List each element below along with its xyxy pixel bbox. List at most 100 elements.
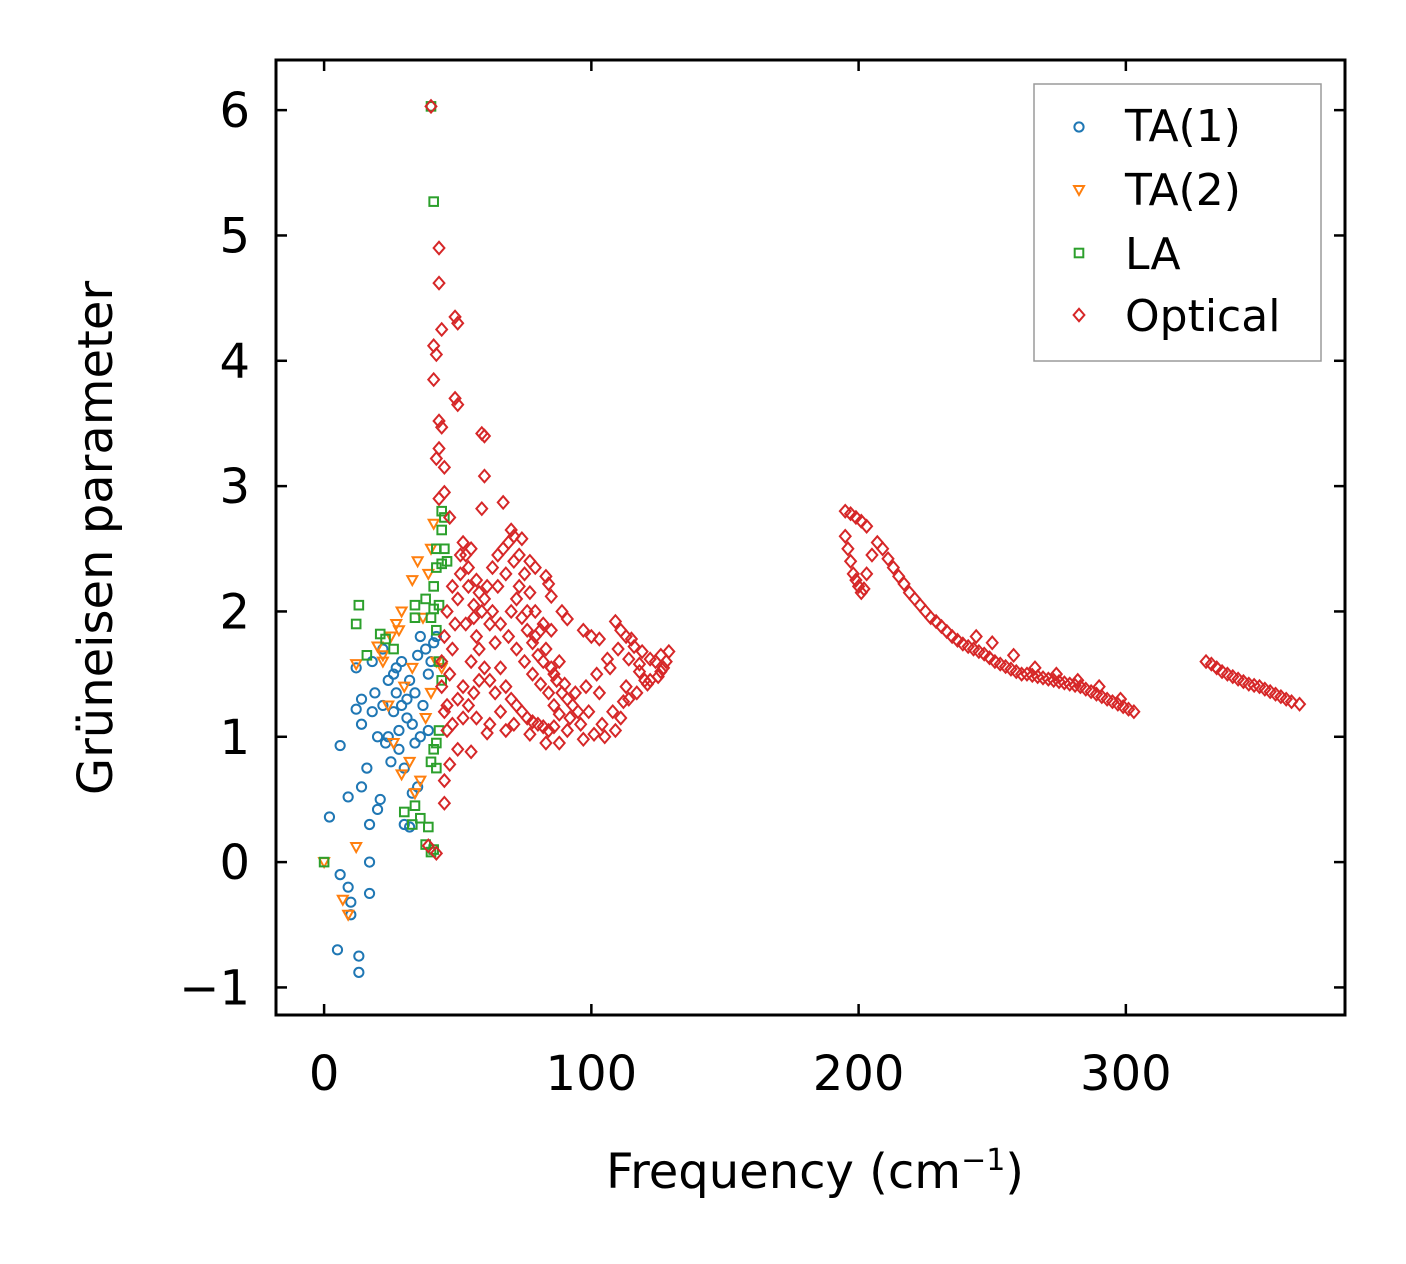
point-optical	[581, 703, 596, 720]
point-ta1	[342, 881, 354, 893]
point-optical	[603, 660, 617, 676]
point-optical	[501, 628, 516, 645]
point-optical	[475, 500, 489, 517]
point-optical	[587, 726, 601, 742]
x-axis-title-main: Frequency (cm	[606, 1144, 961, 1200]
data-points	[317, 98, 1307, 978]
point-optical	[1071, 672, 1085, 689]
point-optical	[539, 568, 553, 585]
point-optical	[459, 616, 473, 632]
point-ta2	[349, 659, 363, 672]
point-optical	[560, 611, 575, 627]
point-ta2	[381, 700, 395, 713]
point-optical	[483, 672, 497, 689]
point-optical	[924, 609, 938, 626]
point-optical	[493, 660, 508, 676]
point-optical	[838, 503, 852, 519]
point-optical	[499, 678, 513, 695]
point-optical	[536, 616, 550, 632]
point-optical	[472, 641, 486, 657]
point-la	[428, 581, 439, 592]
point-optical	[451, 591, 465, 607]
point-optical	[841, 541, 855, 557]
point-optical	[467, 685, 481, 701]
point-optical	[429, 845, 444, 862]
point-la	[388, 643, 399, 655]
point-optical	[461, 697, 476, 714]
point-optical	[432, 490, 446, 507]
point-optical	[464, 744, 478, 760]
legend-label-ta1: TA(1)	[1124, 101, 1241, 152]
point-optical	[576, 731, 591, 748]
point-optical	[541, 685, 556, 701]
point-la	[409, 800, 421, 812]
point-optical	[1209, 660, 1224, 676]
point-ta2	[376, 656, 390, 669]
x-axis-title-close: )	[1005, 1144, 1024, 1200]
point-ta1	[387, 668, 400, 680]
point-optical	[456, 678, 470, 695]
point-optical	[632, 663, 647, 680]
point-optical	[1092, 678, 1106, 695]
point-optical	[485, 603, 500, 620]
point-optical	[499, 722, 513, 739]
x-axis-title: Frequency (cm−1)	[606, 1143, 1024, 1200]
point-ta1	[374, 793, 386, 806]
point-la	[425, 756, 437, 768]
point-optical	[434, 678, 449, 695]
point-optical	[483, 716, 497, 732]
point-optical	[493, 703, 508, 720]
point-optical	[1079, 681, 1093, 697]
point-ta2	[424, 543, 438, 556]
point-optical	[434, 321, 449, 338]
point-optical	[525, 666, 540, 682]
point-optical	[557, 676, 572, 692]
point-la	[441, 556, 453, 567]
plot-frame	[274, 58, 1347, 1017]
point-optical	[453, 547, 468, 563]
point-optical	[456, 534, 470, 551]
point-optical	[624, 631, 639, 647]
point-optical	[477, 428, 492, 444]
point-optical	[467, 609, 481, 626]
point-optical	[544, 660, 558, 676]
point-ta1	[414, 630, 426, 643]
point-optical	[547, 666, 561, 682]
point-optical	[846, 566, 860, 582]
point-optical	[480, 578, 494, 595]
point-optical	[475, 603, 489, 620]
point-optical	[592, 631, 607, 647]
point-optical	[507, 528, 521, 544]
point-optical	[512, 578, 526, 595]
point-optical	[496, 494, 510, 511]
point-ta2	[386, 738, 401, 751]
point-la	[415, 812, 426, 824]
point-optical	[429, 346, 444, 363]
point-optical	[560, 722, 575, 739]
point-optical	[1121, 701, 1136, 717]
point-optical	[1049, 666, 1064, 682]
point-la	[350, 618, 362, 630]
y-tick-label: −1	[179, 960, 250, 1016]
point-optical	[541, 722, 556, 739]
point-ta1	[361, 762, 373, 774]
point-optical	[507, 716, 521, 732]
point-la	[439, 543, 450, 555]
point-optical	[493, 616, 508, 632]
point-optical	[897, 576, 911, 592]
point-optical	[643, 651, 657, 667]
point-ta2	[424, 687, 438, 700]
point-optical	[982, 650, 997, 666]
point-optical	[507, 553, 521, 570]
point-optical	[517, 566, 532, 582]
point-ta1	[387, 706, 400, 718]
point-optical	[563, 710, 577, 726]
legend-marker-la	[1073, 247, 1085, 259]
point-optical	[472, 672, 486, 689]
x-tick-label: 100	[546, 1046, 638, 1102]
point-optical	[843, 553, 858, 570]
point-ta1	[414, 731, 426, 743]
point-optical	[1100, 691, 1114, 707]
point-ta2	[402, 756, 417, 769]
point-optical	[576, 622, 591, 638]
